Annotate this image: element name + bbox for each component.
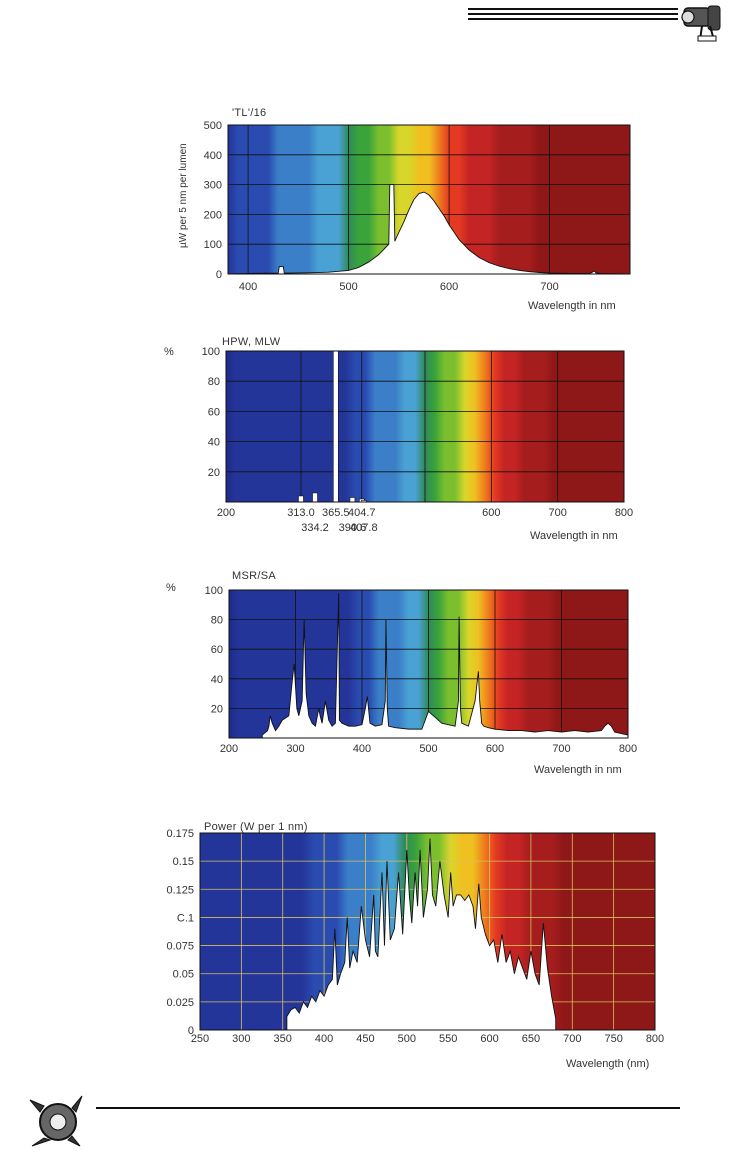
x-tick-label: 500 [419,743,437,755]
y-tick-label: 400 [204,150,222,162]
x-tick-label: 400 [353,743,371,755]
x-tick-label: 600 [440,281,458,293]
x-tick-label: 500 [339,281,357,293]
y-tick-label: 0.025 [166,997,194,1009]
x-tick-label: 350 [274,1033,292,1045]
y-tick-label: 80 [211,615,223,627]
header-rules [468,8,678,28]
x-tick-label-lower: 334.2 [301,522,329,534]
x-tick-label: 800 [646,1033,664,1045]
chart3-title: MSR/SA [232,570,276,582]
x-tick-label: 450 [356,1033,374,1045]
chart2-xlabel: Wavelength in nm [530,530,618,542]
y-tick-label: 100 [205,585,223,597]
chart2-title: HPW, MLW [222,336,281,348]
y-tick-label: 0 [188,1025,194,1037]
y-tick-label: 60 [211,644,223,656]
y-tick-label: 300 [204,180,222,192]
chart1-title: 'TL'/16 [232,107,267,119]
y-tick-label: C.1 [177,912,194,924]
x-tick-label-lower: 407.8 [350,522,378,534]
x-tick-label: 600 [482,507,500,519]
x-tick-label-lower: 390.6 [339,522,367,534]
x-tick-label: 200 [220,743,238,755]
chart4-title: Power (W per 1 nm) [204,821,308,833]
x-tick-label: 600 [480,1033,498,1045]
y-tick-label: 20 [208,467,220,479]
x-tick-label: 500 [398,1033,416,1045]
y-tick-label: 100 [202,346,220,358]
x-tick-label: 365.5 [322,507,350,519]
spotlight-icon [29,1095,83,1147]
spectrum-series [261,592,629,739]
x-tick-label: 313.0 [287,507,315,519]
y-tick-label: 0.15 [173,856,194,868]
y-tick-label: 0 [216,269,222,281]
x-tick-label: 200 [217,507,235,519]
y-tick-label: 0.175 [166,828,194,840]
chart4-xlabel: Wavelength (nm) [566,1058,650,1070]
y-tick-label: 20 [211,703,223,715]
chart3-xlabel: Wavelength in nm [534,764,622,776]
y-tick-label: 0.05 [173,969,194,981]
plot-frame [225,350,625,503]
plot-frame [227,124,631,275]
x-tick-label: 250 [191,1033,209,1045]
x-tick-label: 650 [522,1033,540,1045]
y-tick-label: 40 [208,437,220,449]
x-tick-label: 400 [239,281,257,293]
x-tick-label: 300 [232,1033,250,1045]
plot-frame [228,589,629,739]
y-tick-label: 100 [204,239,222,251]
x-tick-label: 400 [315,1033,333,1045]
x-tick-label: 550 [439,1033,457,1045]
spectrum-series [227,184,631,275]
chart3-ylabel: % [166,582,176,594]
grid [226,351,624,502]
x-tick-label: 600 [486,743,504,755]
x-tick-label: 700 [552,743,570,755]
y-tick-label: 0.075 [166,941,194,953]
y-tick-label: 40 [211,674,223,686]
spectrum-series [286,838,557,1031]
footer-rule [96,1107,680,1109]
y-tick-label: 0.125 [166,884,194,896]
y-tick-label: 200 [204,209,222,221]
x-tick-label: 800 [615,507,633,519]
x-tick-label: 700 [548,507,566,519]
y-tick-label: 500 [204,120,222,132]
x-tick-label: 300 [286,743,304,755]
spotlight-icon [681,5,721,42]
y-tick-label: 80 [208,376,220,388]
x-tick-label: 700 [563,1033,581,1045]
plot-frame [199,832,656,1031]
x-tick-label: 404.7 [348,507,376,519]
x-tick-label: 700 [540,281,558,293]
x-tick-label: 800 [619,743,637,755]
y-tick-label: 60 [208,406,220,418]
chart1-xlabel: Wavelength in nm [528,300,616,312]
chart2-ylabel: % [164,346,174,358]
x-tick-label: 750 [604,1033,622,1045]
